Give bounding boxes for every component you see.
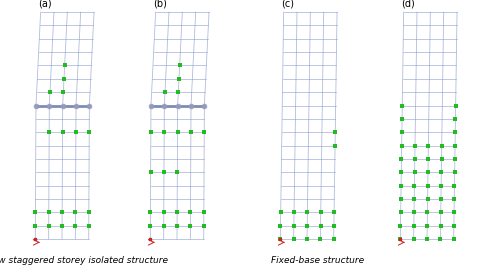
Text: (c): (c) xyxy=(281,0,294,8)
Text: Fixed-base structure: Fixed-base structure xyxy=(271,256,364,265)
Text: (b): (b) xyxy=(153,0,167,8)
Text: (d): (d) xyxy=(401,0,414,8)
Text: (a): (a) xyxy=(38,0,52,8)
Text: New staggered storey isolated structure: New staggered storey isolated structure xyxy=(0,256,168,265)
